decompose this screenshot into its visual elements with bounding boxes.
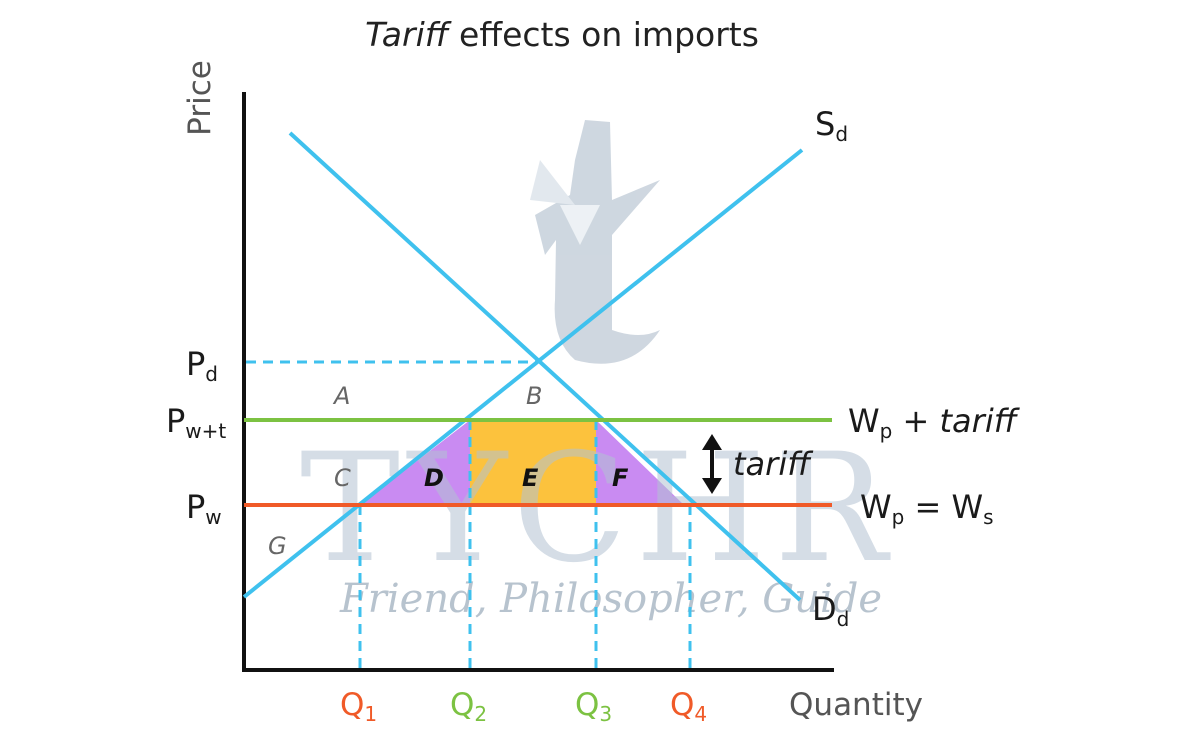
quantity-label-q3: Q3 (575, 687, 612, 726)
area-label-c: C (334, 464, 351, 492)
y-axis-label: Price (182, 60, 218, 136)
watermark-logo-icon (530, 120, 660, 364)
area-label-f: F (612, 464, 629, 492)
watermark-tagline: Friend, Philosopher, Guide (339, 576, 882, 622)
price-label-pd: Pd (186, 345, 218, 386)
area-label-a: A (332, 382, 350, 410)
demand-curve-label: Dd (812, 590, 849, 631)
chart-title: Tariff effects on imports (365, 15, 759, 54)
tariff-arrow-icon (702, 434, 722, 494)
area-e-fill (470, 420, 596, 505)
supply-curve (242, 148, 804, 599)
area-label-g: G (268, 532, 287, 560)
quantity-label-q4: Q4 (670, 687, 707, 726)
price-label-pwt: Pw+t (166, 402, 226, 443)
x-axis-label: Quantity (789, 687, 923, 723)
supply-curve-label: Sd (815, 105, 848, 146)
tariff-arrow-label: tariff (733, 445, 814, 483)
demand-curve (288, 131, 802, 602)
watermark-brand: TYCHR (300, 422, 895, 596)
area-label-d: D (424, 464, 444, 492)
area-label-b: B (526, 382, 542, 410)
quantity-label-q2: Q2 (450, 687, 487, 726)
price-label-pw: Pw (186, 488, 222, 529)
quantity-label-q1: Q1 (340, 687, 377, 726)
tariff-line-label: Wp + tariff (848, 402, 1021, 443)
world-line-label: Wp = Ws (860, 488, 994, 529)
area-f-fill (596, 420, 684, 505)
area-label-e: E (522, 464, 539, 492)
